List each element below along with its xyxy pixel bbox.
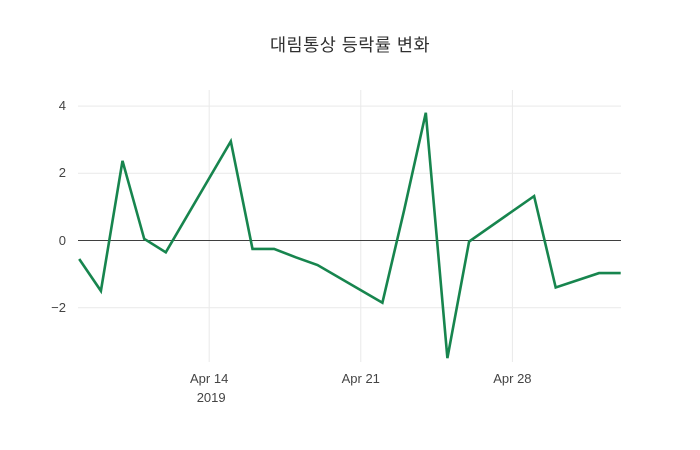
x-tick-label: Apr 21 xyxy=(341,371,380,386)
chart-title: 대림통상 등락률 변화 xyxy=(269,35,431,55)
x-tick-label: Apr 14 xyxy=(190,371,229,386)
y-tick-label: −2 xyxy=(51,299,66,315)
x-tick-year-label: 2019 xyxy=(196,390,226,405)
y-tick-label: 0 xyxy=(58,232,66,248)
y-tick-label: 2 xyxy=(58,165,66,181)
series-line xyxy=(78,112,621,359)
x-tick-label: Apr 28 xyxy=(493,371,532,386)
y-tick-label: 4 xyxy=(58,98,66,114)
